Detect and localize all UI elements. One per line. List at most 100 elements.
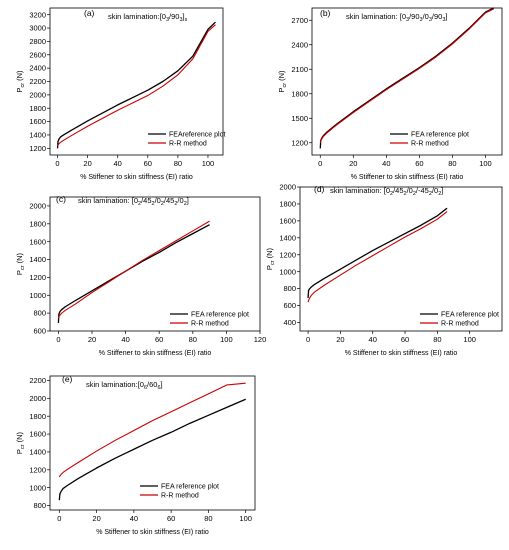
chart-panel-5: 0 20 40 60 80 100 800 1000 1200 1400 1600 1800 2000 2… bbox=[15, 374, 256, 536]
chart-title: skin lamination:[03/903]s bbox=[108, 12, 188, 23]
panel-label: (d) bbox=[314, 184, 325, 194]
y-tick-label: 1600 bbox=[29, 237, 46, 246]
legend-label: R-R method bbox=[441, 321, 479, 328]
y-tick-label: 2200 bbox=[29, 376, 46, 385]
legend-label: R-R method bbox=[411, 141, 449, 148]
y-tick-label: 1200 bbox=[291, 138, 308, 147]
x-tick-label: 60 bbox=[155, 335, 163, 344]
chart-title: skin lamination: [02/452/02/-452/02] bbox=[330, 186, 443, 197]
y-tick-label: 1800 bbox=[279, 200, 296, 209]
y-tick-label: 600 bbox=[283, 301, 296, 310]
x-tick-label: 100 bbox=[479, 159, 492, 168]
y-tick-label: 1800 bbox=[29, 104, 46, 113]
y-tick-label: 2000 bbox=[279, 183, 296, 192]
y-tick-label: 2700 bbox=[291, 16, 308, 25]
series-line-2 bbox=[58, 382, 246, 478]
legend-label: FEA reference plot bbox=[191, 312, 249, 319]
legend-label: R-R method bbox=[191, 321, 229, 328]
x-tick-label: 40 bbox=[121, 335, 129, 344]
x-axis-label: % Stiffener to skin stiffness (EI) ratio bbox=[345, 350, 458, 357]
legend-label: FEA reference plot bbox=[161, 484, 219, 491]
x-tick-label: 100 bbox=[202, 159, 215, 168]
x-axis-label: % Stiffener to skin stiffness (EI) ratio bbox=[96, 529, 209, 536]
x-tick-label: 40 bbox=[130, 514, 138, 523]
x-tick-label: 20 bbox=[92, 514, 100, 523]
y-tick-label: 1600 bbox=[29, 117, 46, 126]
y-tick-label: 1800 bbox=[291, 89, 308, 98]
x-tick-label: 120 bbox=[254, 335, 267, 344]
y-tick-label: 800 bbox=[33, 309, 46, 318]
y-tick-label: 1800 bbox=[29, 412, 46, 421]
y-tick-label: 1400 bbox=[29, 448, 46, 457]
x-tick-label: 100 bbox=[239, 514, 252, 523]
panel-label: (c) bbox=[56, 194, 66, 204]
y-axis-label: Pcr (N) bbox=[15, 70, 26, 93]
x-axis-label: % Stiffener to skin stiffness (EI) ratio bbox=[351, 174, 464, 181]
y-tick-label: 1600 bbox=[279, 216, 296, 225]
y-tick-label: 1200 bbox=[29, 273, 46, 282]
x-tick-label: 20 bbox=[83, 159, 91, 168]
chart-title: skin lamination: [02/452/02/452/02] bbox=[78, 196, 189, 207]
y-tick-label: 1200 bbox=[29, 144, 46, 153]
x-tick-label: 80 bbox=[433, 335, 441, 344]
y-tick-label: 1400 bbox=[29, 255, 46, 264]
series-line-2 bbox=[319, 8, 494, 143]
x-axis-label: % Stiffener to skin stiffness (EI) ratio bbox=[80, 174, 193, 181]
x-tick-label: 0 bbox=[318, 159, 322, 168]
x-tick-label: 0 bbox=[56, 335, 60, 344]
y-tick-label: 2600 bbox=[29, 50, 46, 59]
y-tick-label: 2100 bbox=[291, 65, 308, 74]
chart-panel-1: 0 20 40 60 80 100 1200 1400 1600 1800 2000 2200 2400… bbox=[15, 7, 225, 181]
y-tick-label: 2400 bbox=[291, 40, 308, 49]
x-tick-label: 80 bbox=[189, 335, 197, 344]
plot-frame bbox=[299, 186, 503, 332]
y-tick-label: 1000 bbox=[29, 291, 46, 300]
x-tick-label: 40 bbox=[382, 159, 390, 168]
plot-frame bbox=[311, 7, 503, 156]
y-tick-label: 1500 bbox=[291, 114, 308, 123]
chart-panel-2: 0 20 40 60 80 100 1200 1500 1800 2100 2400 2700 % St… bbox=[277, 7, 503, 181]
y-tick-label: 1200 bbox=[29, 465, 46, 474]
y-tick-label: 1200 bbox=[279, 250, 296, 259]
y-axis-label: Pcr (N) bbox=[15, 252, 26, 275]
x-tick-label: 0 bbox=[57, 514, 61, 523]
legend-label: FEA reference plot bbox=[411, 132, 469, 139]
y-axis-label: Pcr (N) bbox=[277, 70, 288, 93]
chart-title: skin lamination: [03/903/03/903] bbox=[346, 12, 448, 23]
series-line-1 bbox=[56, 21, 216, 149]
y-tick-label: 1400 bbox=[29, 131, 46, 140]
series-line-1 bbox=[319, 7, 495, 149]
x-tick-label: 20 bbox=[336, 335, 344, 344]
chart-panel-3: 0 20 40 60 80 100 120 600 800 1000 1200 1400 1600 180… bbox=[15, 194, 266, 357]
x-tick-label: 0 bbox=[306, 335, 310, 344]
y-tick-label: 800 bbox=[33, 501, 46, 510]
x-tick-label: 20 bbox=[88, 335, 96, 344]
y-tick-label: 2800 bbox=[29, 37, 46, 46]
x-tick-label: 60 bbox=[401, 335, 409, 344]
y-tick-label: 2000 bbox=[29, 90, 46, 99]
x-tick-label: 80 bbox=[448, 159, 456, 168]
legend: FEA reference plot R-R method bbox=[140, 484, 219, 500]
y-tick-label: 3000 bbox=[29, 24, 46, 33]
chart-title: skin lamination:[06/606] bbox=[86, 380, 163, 391]
y-tick-label: 1800 bbox=[29, 219, 46, 228]
legend: FEA reference plot R-R method bbox=[420, 312, 499, 328]
x-axis-label: % Stiffener to skin stiffness (EI) ratio bbox=[99, 350, 212, 357]
series-line-2 bbox=[307, 211, 448, 303]
x-tick-label: 0 bbox=[55, 159, 59, 168]
y-tick-label: 2000 bbox=[29, 394, 46, 403]
legend-label: R-R method bbox=[169, 141, 207, 148]
y-tick-label: 3200 bbox=[29, 10, 46, 19]
x-tick-label: 60 bbox=[144, 159, 152, 168]
plot-frame bbox=[49, 196, 261, 332]
y-axis-label: Pcr (N) bbox=[15, 431, 26, 454]
y-tick-label: 1400 bbox=[279, 233, 296, 242]
series-line-1 bbox=[307, 207, 448, 299]
y-tick-label: 2200 bbox=[29, 77, 46, 86]
y-tick-label: 600 bbox=[33, 327, 46, 336]
panel-label: (e) bbox=[62, 374, 73, 384]
y-tick-label: 1000 bbox=[279, 267, 296, 276]
x-tick-label: 60 bbox=[167, 514, 175, 523]
plot-frame bbox=[49, 375, 256, 511]
